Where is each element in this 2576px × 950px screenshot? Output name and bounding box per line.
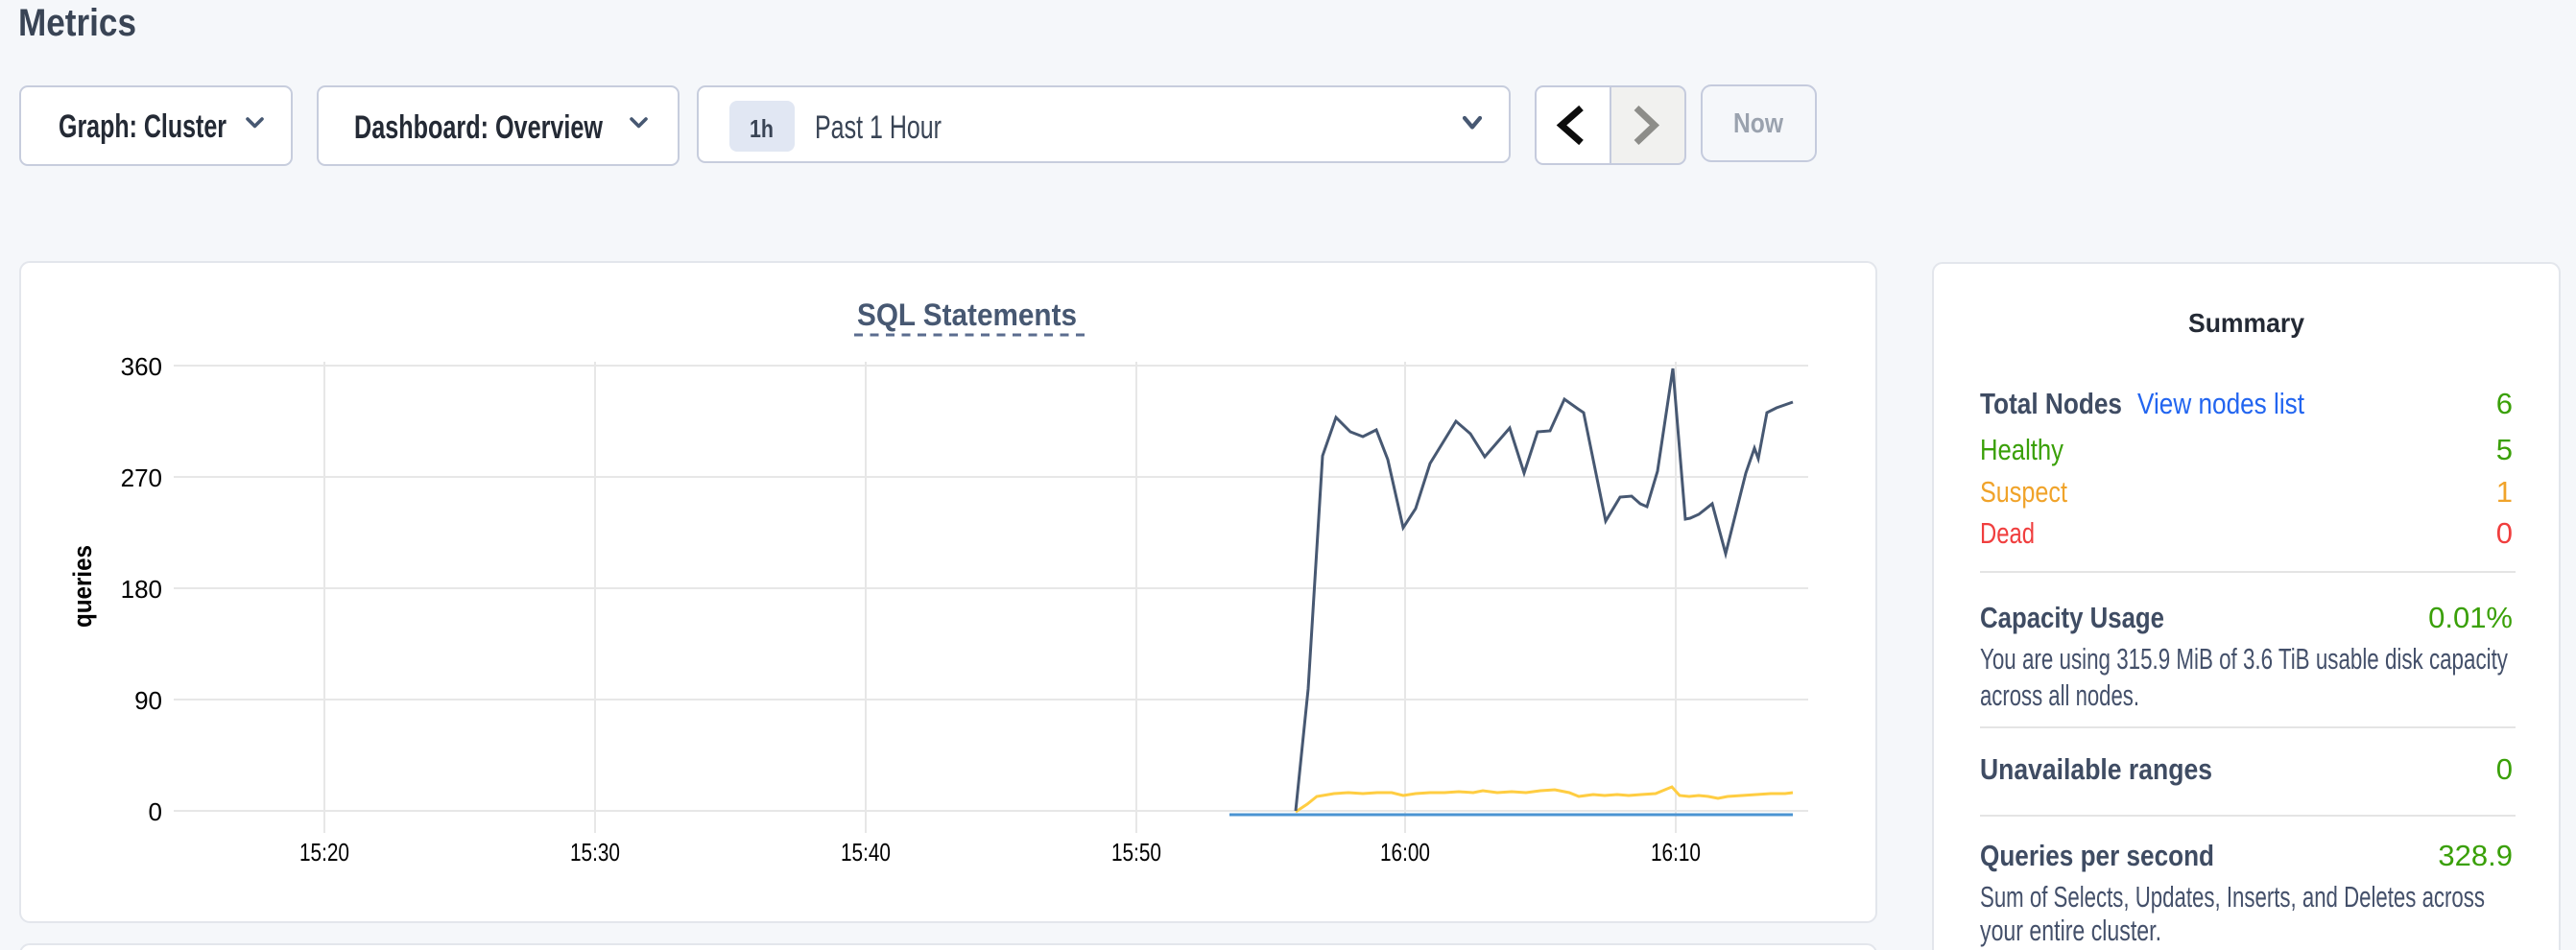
svg-text:180: 180: [121, 575, 162, 604]
svg-text:1h: 1h: [750, 114, 774, 143]
svg-text:Graph: Cluster: Graph: Cluster: [59, 108, 227, 145]
svg-text:90: 90: [134, 686, 162, 715]
svg-text:0.01%: 0.01%: [2428, 601, 2513, 634]
svg-text:16:10: 16:10: [1651, 838, 1701, 867]
svg-text:0: 0: [149, 797, 162, 826]
svg-text:Unavailable ranges: Unavailable ranges: [1980, 752, 2212, 786]
svg-text:Sum of Selects, Updates, Inser: Sum of Selects, Updates, Inserts, and De…: [1980, 880, 2485, 914]
svg-text:View nodes list: View nodes list: [2137, 387, 2304, 420]
svg-text:Summary: Summary: [2188, 308, 2304, 338]
svg-text:1: 1: [2496, 475, 2513, 509]
svg-text:Suspect: Suspect: [1980, 475, 2067, 509]
svg-text:15:30: 15:30: [570, 838, 620, 867]
svg-text:15:20: 15:20: [299, 838, 349, 867]
svg-text:Past 1 Hour: Past 1 Hour: [815, 109, 942, 146]
svg-text:360: 360: [121, 352, 162, 381]
svg-text:0: 0: [2496, 752, 2513, 786]
svg-text:your entire cluster.: your entire cluster.: [1980, 914, 2161, 947]
svg-text:Dead: Dead: [1980, 516, 2035, 550]
svg-text:You are using 315.9 MiB of 3.6: You are using 315.9 MiB of 3.6 TiB usabl…: [1980, 642, 2508, 676]
svg-text:Queries per second: Queries per second: [1980, 839, 2214, 872]
svg-text:15:40: 15:40: [841, 838, 891, 867]
svg-text:queries: queries: [68, 545, 97, 628]
svg-text:Capacity Usage: Capacity Usage: [1980, 601, 2164, 634]
svg-text:Dashboard: Overview: Dashboard: Overview: [354, 109, 603, 146]
svg-text:5: 5: [2496, 433, 2513, 466]
svg-text:SQL Statements: SQL Statements: [857, 297, 1077, 332]
svg-text:328.9: 328.9: [2438, 839, 2513, 872]
svg-text:Healthy: Healthy: [1980, 433, 2063, 466]
svg-text:270: 270: [121, 463, 162, 492]
svg-text:16:00: 16:00: [1380, 838, 1430, 867]
svg-text:across all nodes.: across all nodes.: [1980, 678, 2139, 712]
svg-text:Metrics: Metrics: [18, 2, 136, 44]
svg-text:6: 6: [2496, 387, 2513, 420]
svg-text:Total Nodes: Total Nodes: [1980, 387, 2122, 420]
svg-text:Now: Now: [1733, 108, 1783, 139]
svg-text:15:50: 15:50: [1111, 838, 1161, 867]
svg-text:0: 0: [2496, 516, 2513, 550]
